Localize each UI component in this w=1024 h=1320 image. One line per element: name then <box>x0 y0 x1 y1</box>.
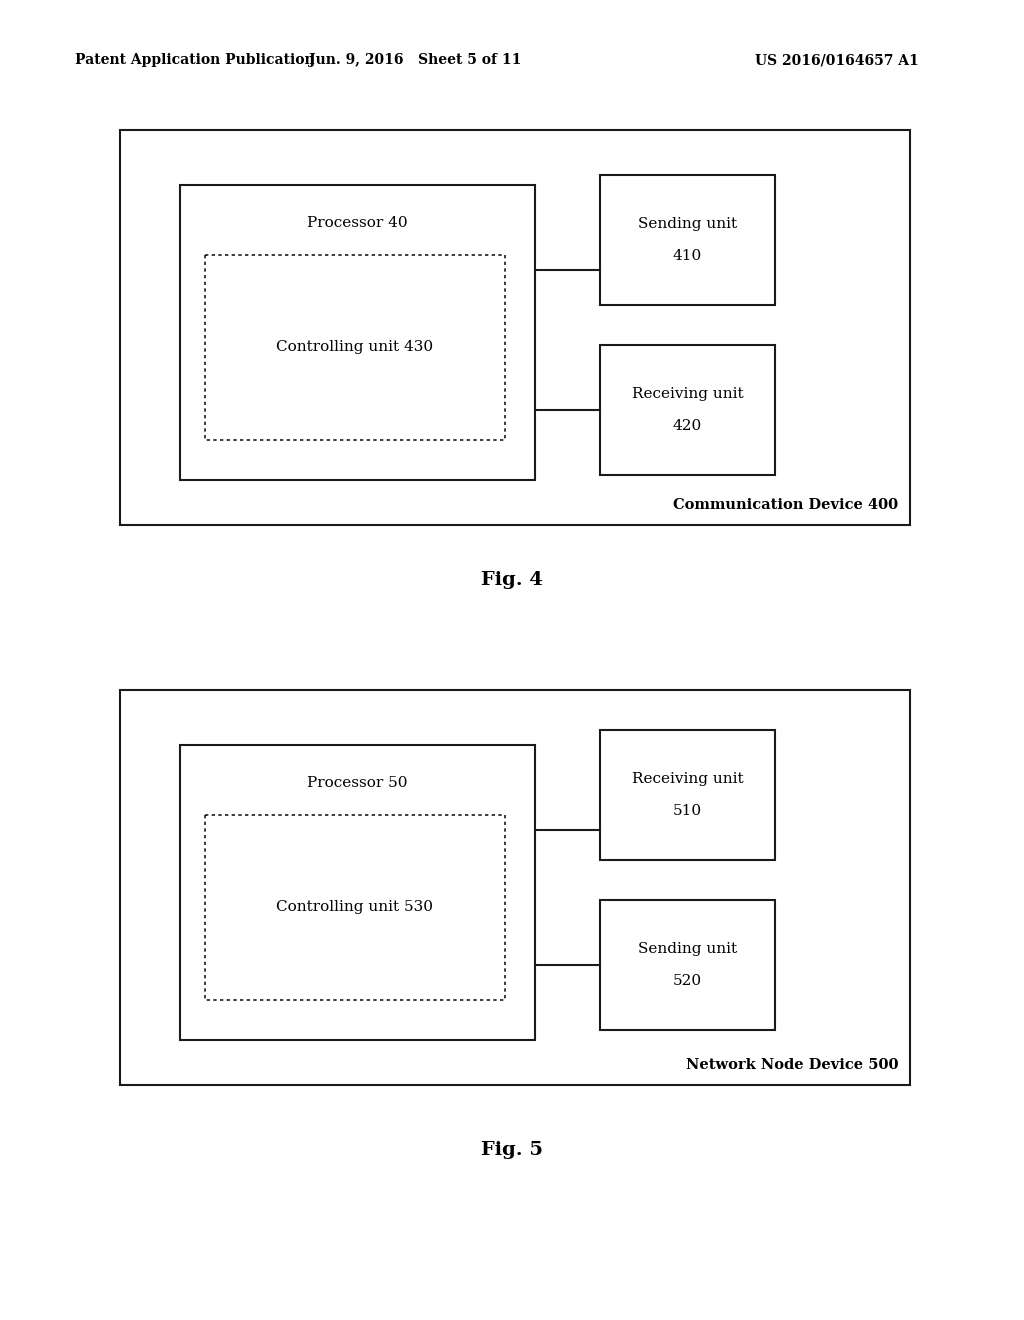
Bar <box>180 744 535 1040</box>
Text: Processor 50: Processor 50 <box>307 776 408 789</box>
Text: Patent Application Publication: Patent Application Publication <box>75 53 314 67</box>
Text: Communication Device 400: Communication Device 400 <box>673 498 898 512</box>
Text: Receiving unit: Receiving unit <box>632 772 743 785</box>
Text: Sending unit: Sending unit <box>638 216 737 231</box>
Bar <box>120 690 910 1085</box>
Text: 410: 410 <box>673 249 702 263</box>
Text: 510: 510 <box>673 804 702 818</box>
Text: 520: 520 <box>673 974 702 987</box>
Text: Network Node Device 500: Network Node Device 500 <box>685 1059 898 1072</box>
Bar <box>205 255 505 440</box>
Text: Sending unit: Sending unit <box>638 942 737 956</box>
Bar <box>600 730 775 861</box>
Text: Processor 40: Processor 40 <box>307 216 408 230</box>
Bar <box>205 814 505 1001</box>
Text: Controlling unit 430: Controlling unit 430 <box>276 341 433 355</box>
Text: Fig. 5: Fig. 5 <box>481 1140 543 1159</box>
Text: US 2016/0164657 A1: US 2016/0164657 A1 <box>755 53 919 67</box>
Text: Jun. 9, 2016   Sheet 5 of 11: Jun. 9, 2016 Sheet 5 of 11 <box>309 53 521 67</box>
Bar <box>120 129 910 525</box>
Bar <box>600 900 775 1030</box>
Text: 420: 420 <box>673 418 702 433</box>
Bar <box>180 185 535 480</box>
Text: Fig. 4: Fig. 4 <box>481 572 543 589</box>
Text: Receiving unit: Receiving unit <box>632 387 743 401</box>
Bar <box>600 345 775 475</box>
Text: Controlling unit 530: Controlling unit 530 <box>276 900 433 915</box>
Bar <box>600 176 775 305</box>
